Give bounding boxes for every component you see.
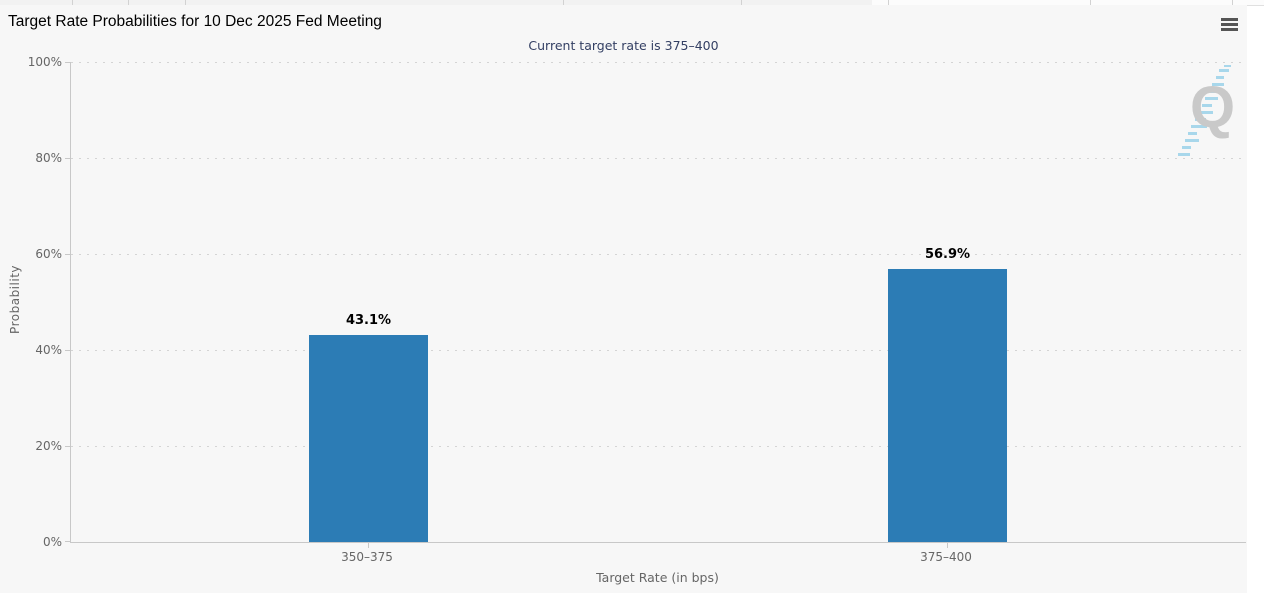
top-strip-divider: [72, 0, 73, 5]
top-strip-divider: [185, 0, 186, 5]
y-axis-tick: [65, 541, 70, 542]
hamburger-menu-icon[interactable]: [1216, 16, 1242, 38]
gridline: [71, 158, 1246, 159]
y-axis-label: 60%: [35, 247, 62, 261]
top-strip-segment: [872, 0, 1264, 5]
chart-bar[interactable]: [309, 335, 428, 542]
y-axis-tick: [65, 446, 70, 447]
top-strip-divider: [1090, 0, 1091, 5]
hamburger-bar: [1220, 18, 1238, 21]
top-strip-divider: [563, 0, 564, 5]
y-axis-tick: [65, 254, 70, 255]
y-axis-label: 80%: [35, 151, 62, 165]
gridline: [71, 254, 1246, 255]
plot-area: 43.1% 56.9%: [65, 62, 1246, 548]
y-axis-title: Probability: [8, 265, 22, 334]
y-axis-label: 20%: [35, 439, 62, 453]
y-axis-label: 40%: [35, 343, 62, 357]
chart-bar[interactable]: [888, 268, 1007, 542]
top-strip-divider: [128, 0, 129, 5]
hamburger-bar: [1220, 28, 1238, 31]
x-axis-tick: [368, 543, 369, 548]
y-axis-label: 0%: [42, 535, 62, 549]
hamburger-bar: [1220, 23, 1238, 26]
bar-value-label: 43.1%: [345, 313, 392, 329]
gridline: [71, 350, 1246, 351]
top-strip-divider: [888, 0, 889, 5]
x-axis-label: 375–400: [920, 550, 972, 564]
chart-title: Target Rate Probabilities for 10 Dec 202…: [8, 13, 382, 30]
gridline: [71, 62, 1246, 63]
y-axis-tick: [65, 158, 70, 159]
gridline: [71, 446, 1246, 447]
top-strip-divider: [1232, 0, 1233, 5]
y-axis-label: 100%: [27, 55, 62, 69]
x-axis-tick: [947, 543, 948, 548]
y-axis-tick: [65, 350, 70, 351]
top-strip-divider: [741, 0, 742, 5]
x-axis-title: Target Rate (in bps): [596, 570, 719, 585]
chart-widget: Target Rate Probabilities for 10 Dec 202…: [0, 5, 1247, 593]
y-axis-tick: [65, 62, 70, 63]
bar-value-label: 56.9%: [924, 246, 971, 262]
x-axis-label: 350–375: [341, 550, 393, 564]
chart-subtitle: Current target rate is 375–400: [528, 38, 719, 53]
